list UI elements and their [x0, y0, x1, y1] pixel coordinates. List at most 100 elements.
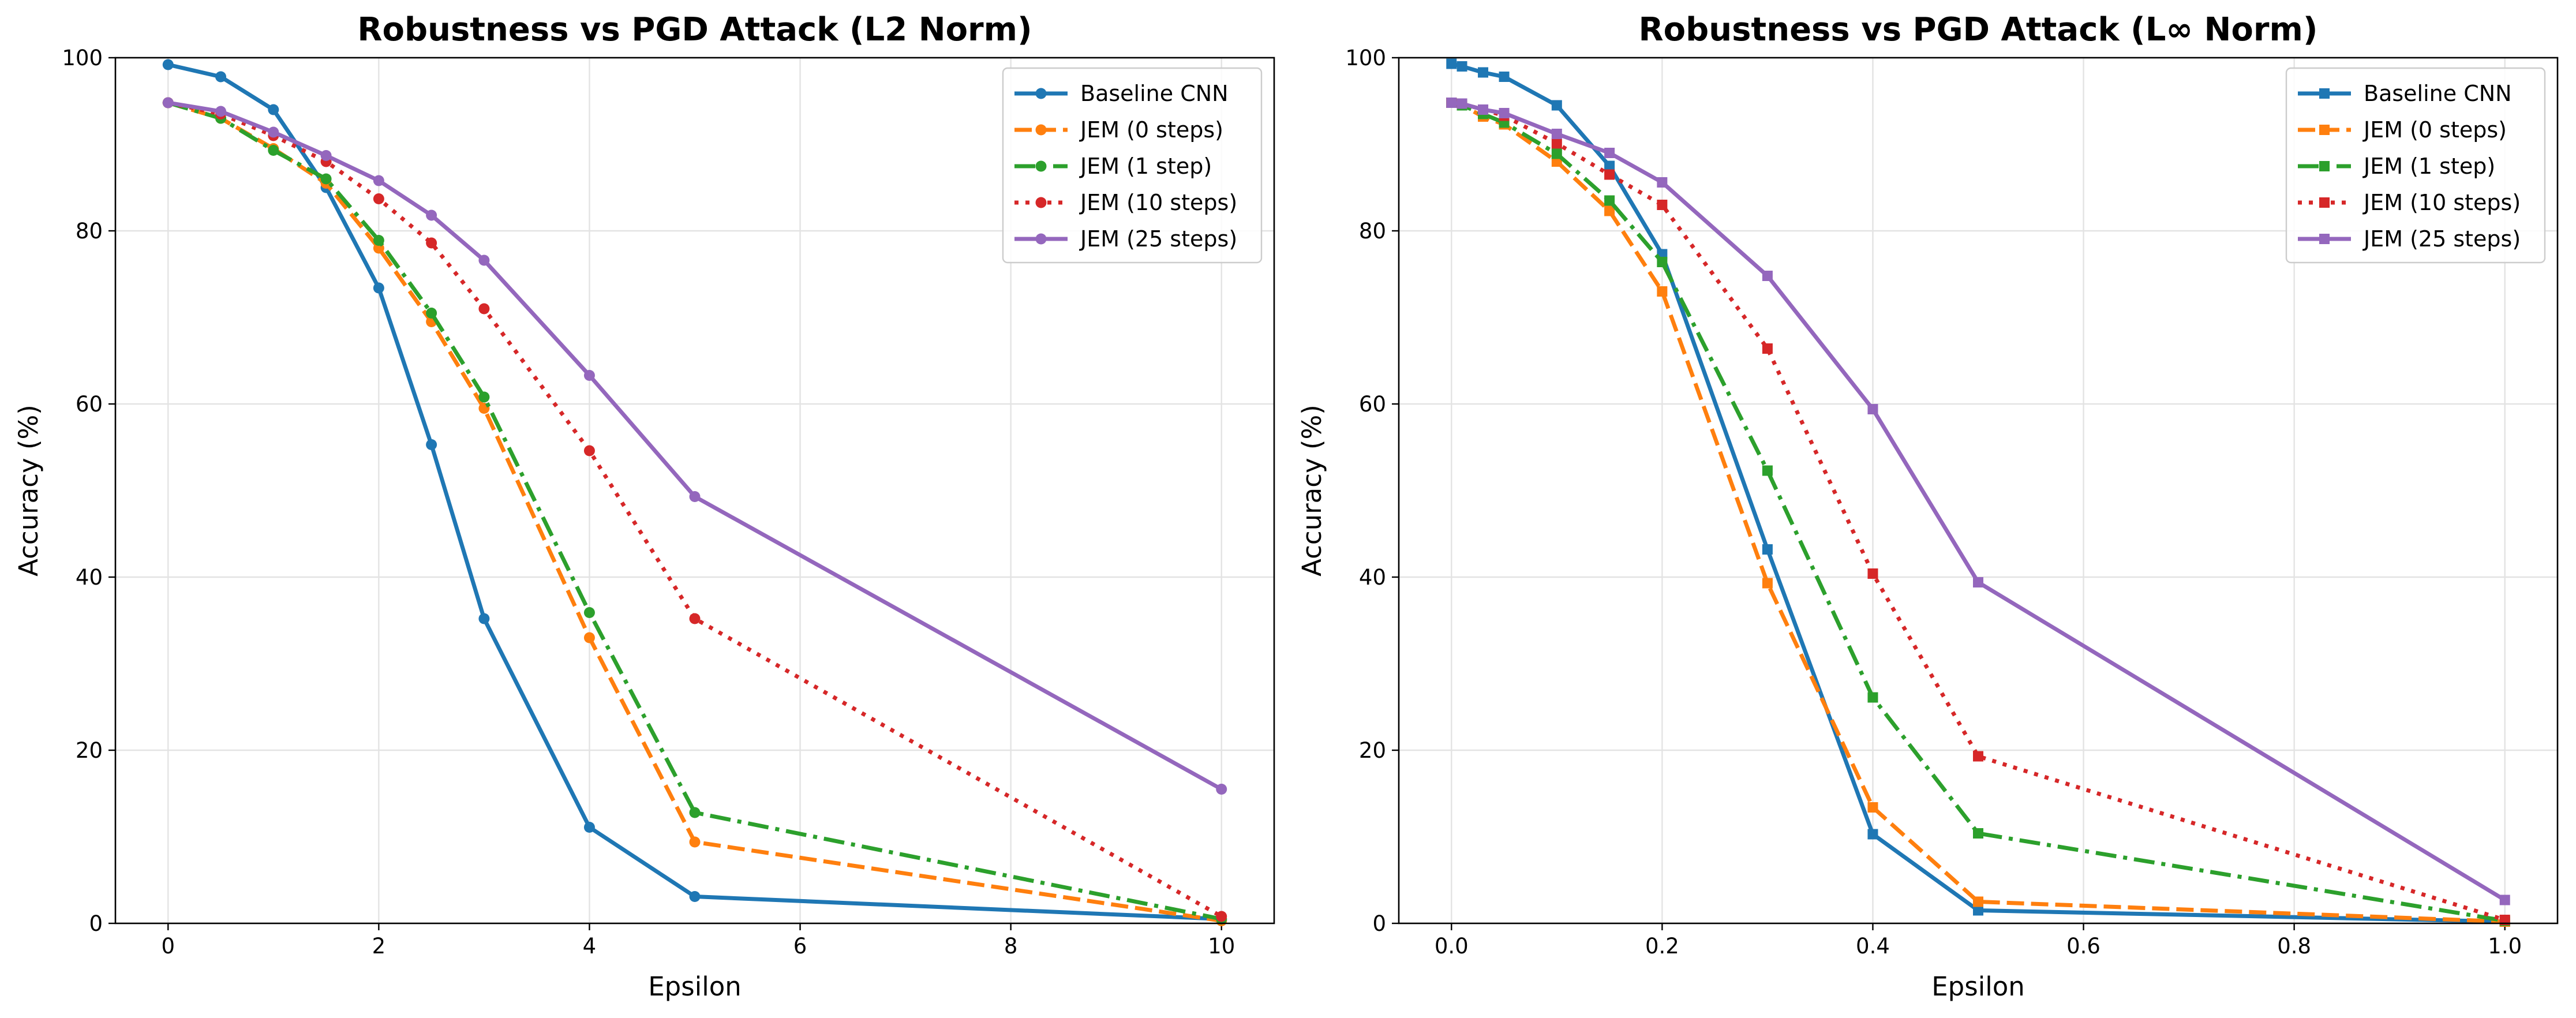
data-point — [1867, 829, 1878, 840]
y-tick-label: 100 — [62, 46, 103, 70]
x-tick-label: 0.8 — [2277, 934, 2311, 959]
data-point — [1551, 148, 1562, 159]
data-point — [373, 175, 384, 186]
data-point — [583, 632, 595, 643]
legend-marker — [1035, 233, 1047, 245]
data-point — [1446, 98, 1457, 108]
legend-marker — [2319, 88, 2330, 99]
data-point — [1604, 195, 1615, 206]
data-point — [426, 308, 437, 319]
legend-label: JEM (1 step) — [2362, 154, 2495, 179]
legend-marker — [1035, 124, 1047, 136]
y-tick-label: 40 — [1359, 565, 1386, 590]
data-point — [320, 173, 332, 185]
legend-marker — [1035, 197, 1047, 208]
data-point — [1762, 271, 1773, 281]
data-point — [1762, 343, 1773, 354]
data-point — [426, 209, 437, 221]
series-line — [167, 100, 1222, 921]
x-tick-label: 6 — [793, 934, 807, 959]
data-point — [583, 445, 595, 456]
y-tick-label: 60 — [1359, 392, 1386, 417]
series-5 — [1446, 98, 2510, 905]
data-point — [1604, 148, 1615, 158]
data-point — [478, 303, 490, 315]
x-tick-label: 1.0 — [2488, 934, 2522, 959]
legend-label: JEM (25 steps) — [1079, 226, 1237, 252]
y-tick-label: 0 — [1372, 911, 1386, 936]
legend-label: JEM (1 step) — [1079, 154, 1212, 179]
legend-marker — [2319, 161, 2330, 171]
data-point — [689, 807, 701, 818]
data-point — [162, 97, 174, 108]
x-tick-label: 4 — [583, 934, 597, 959]
legend-box — [1002, 67, 1263, 264]
legend-marker — [2319, 197, 2330, 208]
data-point — [268, 126, 279, 138]
data-point — [1551, 100, 1562, 111]
legend-box — [2285, 67, 2546, 264]
data-point — [1867, 692, 1878, 703]
data-point — [1973, 896, 1983, 907]
y-tick-label: 40 — [76, 565, 103, 590]
legend-label: JEM (10 steps) — [2362, 190, 2521, 215]
data-point — [1499, 72, 1510, 82]
data-point — [1762, 465, 1773, 476]
data-point — [1657, 177, 1668, 188]
data-point — [478, 391, 490, 403]
data-point — [268, 145, 279, 156]
x-tick-label: 0 — [161, 934, 175, 959]
legend-marker — [2319, 234, 2330, 244]
data-point — [1551, 138, 1562, 149]
x-tick-label: 10 — [1208, 934, 1235, 959]
x-axis-label: Epsilon — [648, 971, 742, 1002]
x-tick-label: 2 — [372, 934, 386, 959]
series-line — [167, 62, 1222, 921]
data-point — [1551, 129, 1562, 139]
data-point — [1478, 67, 1489, 78]
legend: Baseline CNN JEM (0 steps) JEM (1 step) JEM… — [1002, 67, 1263, 264]
data-point — [215, 106, 227, 117]
data-point — [373, 282, 384, 294]
data-point — [1457, 98, 1467, 109]
data-point — [1973, 577, 1983, 587]
legend-label: Baseline CNN — [1080, 81, 1229, 106]
x-tick-label: 0.0 — [1435, 934, 1469, 959]
y-tick-label: 20 — [76, 738, 103, 763]
data-point — [1604, 205, 1615, 216]
x-axis-label: Epsilon — [1931, 971, 2025, 1002]
data-point — [373, 235, 384, 246]
data-point — [1973, 828, 1983, 839]
data-point — [1604, 160, 1615, 171]
y-tick-label: 80 — [1359, 219, 1386, 244]
data-point — [2499, 915, 2510, 925]
series-lines — [1446, 58, 2510, 927]
y-tick-label: 100 — [1345, 46, 1386, 70]
data-point — [426, 439, 437, 450]
y-axis-label: Accuracy (%) — [1297, 405, 1327, 577]
series-line — [167, 100, 1223, 791]
data-point — [1216, 911, 1227, 922]
y-tick-label: 0 — [89, 911, 103, 936]
data-point — [1867, 404, 1878, 414]
y-axis-label: Accuracy (%) — [13, 405, 44, 577]
legend: Baseline CNN JEM (0 steps) JEM (1 step) JEM… — [2285, 67, 2546, 264]
data-point — [1446, 58, 1457, 69]
data-point — [583, 822, 595, 833]
data-point — [1604, 169, 1615, 180]
data-point — [268, 104, 279, 115]
data-point — [478, 254, 490, 266]
data-point — [1657, 200, 1668, 210]
chart-title: Robustness vs PGD Attack (L∞ Norm) — [1639, 11, 2318, 48]
data-point — [689, 891, 701, 902]
data-point — [689, 613, 701, 624]
legend-marker — [1035, 88, 1047, 99]
x-tick-label: 0.4 — [1856, 934, 1890, 959]
data-point — [1867, 802, 1878, 813]
series-line — [1451, 100, 2505, 924]
data-point — [1216, 784, 1227, 795]
legend-marker — [1035, 160, 1047, 172]
data-point — [1657, 286, 1668, 297]
